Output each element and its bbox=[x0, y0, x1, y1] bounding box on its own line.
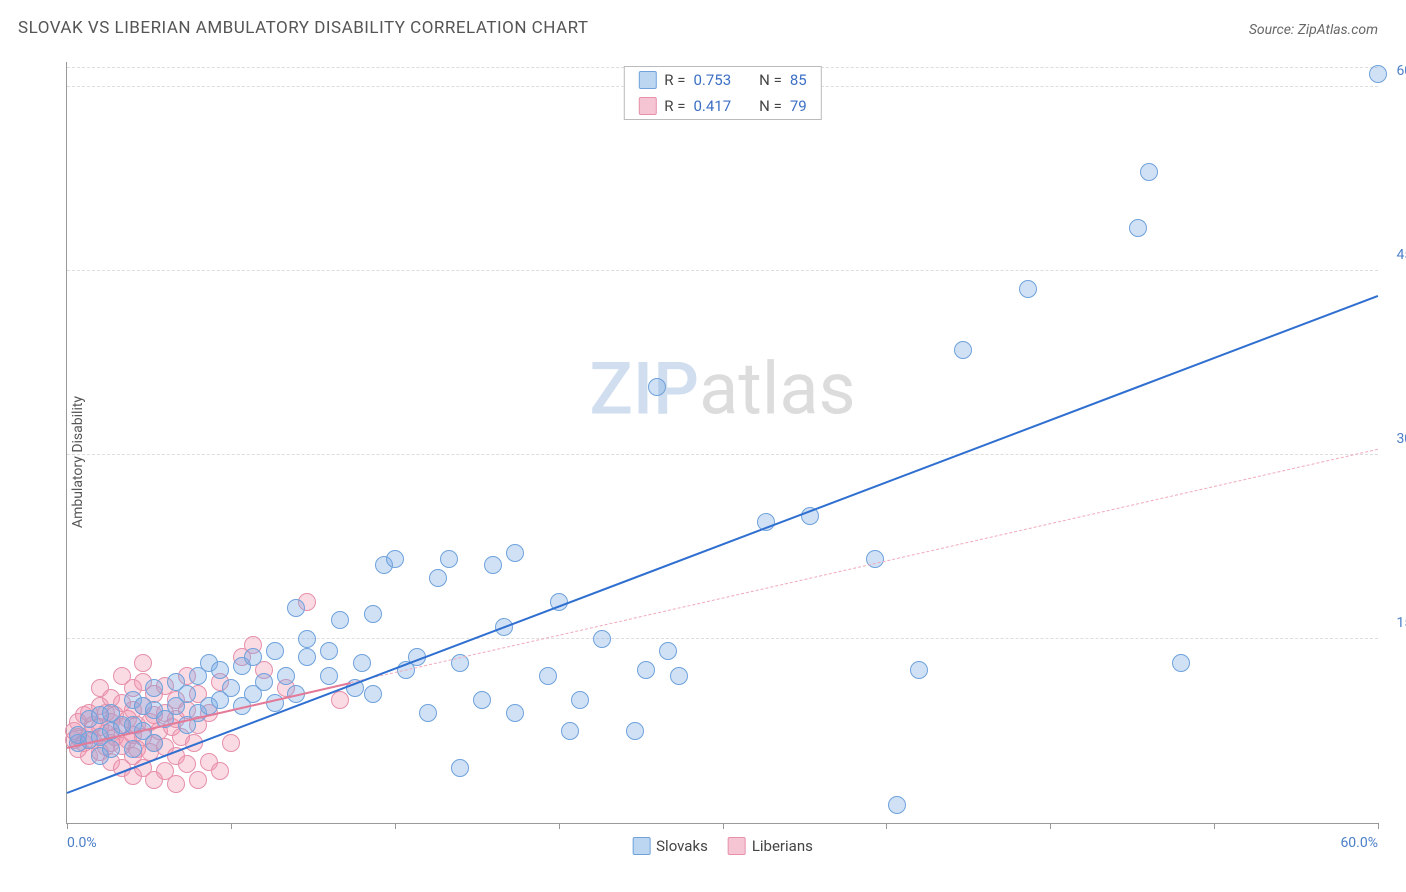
series-name: Slovaks bbox=[656, 837, 708, 855]
data-point bbox=[571, 691, 589, 709]
data-point bbox=[506, 544, 524, 562]
trend-line bbox=[67, 295, 1379, 794]
data-point bbox=[954, 341, 972, 359]
data-point bbox=[277, 667, 295, 685]
legend-r-label: R = bbox=[664, 97, 685, 115]
legend-swatch bbox=[632, 837, 650, 855]
data-point bbox=[124, 740, 142, 758]
data-point bbox=[145, 734, 163, 752]
series-legend: Slovaks Liberians bbox=[632, 837, 813, 855]
data-point bbox=[386, 550, 404, 568]
x-tick bbox=[231, 823, 232, 829]
data-point bbox=[440, 550, 458, 568]
source-label: Source: ZipAtlas.com bbox=[1249, 22, 1378, 38]
data-point bbox=[561, 722, 579, 740]
x-tick bbox=[1214, 823, 1215, 829]
data-point bbox=[910, 661, 928, 679]
legend-swatch bbox=[638, 71, 656, 89]
watermark: ZIPatlas bbox=[589, 347, 855, 432]
series-legend-item: Liberians bbox=[728, 837, 813, 855]
data-point bbox=[331, 611, 349, 629]
data-point bbox=[866, 550, 884, 568]
data-point bbox=[888, 796, 906, 814]
data-point bbox=[1140, 163, 1158, 181]
data-point bbox=[255, 673, 273, 691]
data-point bbox=[320, 667, 338, 685]
y-tick-label: 30.0% bbox=[1396, 431, 1406, 447]
legend-row: R = 0.753 N = 85 bbox=[624, 67, 820, 93]
data-point bbox=[626, 722, 644, 740]
gridline bbox=[67, 454, 1378, 455]
data-point bbox=[266, 642, 284, 660]
legend-r-value: 0.753 bbox=[693, 71, 731, 89]
data-point bbox=[211, 661, 229, 679]
data-point bbox=[102, 740, 120, 758]
legend-swatch bbox=[728, 837, 746, 855]
data-point bbox=[419, 704, 437, 722]
x-tick bbox=[395, 823, 396, 829]
data-point bbox=[637, 661, 655, 679]
data-point bbox=[331, 691, 349, 709]
data-point bbox=[1019, 280, 1037, 298]
data-point bbox=[364, 685, 382, 703]
correlation-legend: R = 0.753 N = 85 R = 0.417 N = 79 bbox=[623, 66, 821, 120]
data-point bbox=[593, 630, 611, 648]
x-tick bbox=[723, 823, 724, 829]
legend-row: R = 0.417 N = 79 bbox=[624, 93, 820, 119]
y-tick-label: 60.0% bbox=[1396, 63, 1406, 79]
data-point bbox=[506, 704, 524, 722]
data-point bbox=[134, 654, 152, 672]
legend-n-label: N = bbox=[759, 97, 782, 115]
x-tick-label: 0.0% bbox=[67, 835, 97, 851]
gridline bbox=[67, 638, 1378, 639]
data-point bbox=[1129, 219, 1147, 237]
data-point bbox=[189, 771, 207, 789]
series-legend-item: Slovaks bbox=[632, 837, 708, 855]
data-point bbox=[244, 648, 262, 666]
data-point bbox=[145, 679, 163, 697]
data-point bbox=[298, 630, 316, 648]
data-point bbox=[539, 667, 557, 685]
data-point bbox=[178, 685, 196, 703]
data-point bbox=[648, 378, 666, 396]
data-point bbox=[167, 775, 185, 793]
data-point bbox=[484, 556, 502, 574]
chart-container: Ambulatory Disability ZIPatlas R =0.753N… bbox=[18, 52, 1378, 872]
chart-title: SLOVAK VS LIBERIAN AMBULATORY DISABILITY… bbox=[18, 18, 589, 38]
data-point bbox=[222, 679, 240, 697]
legend-r-value: 0.417 bbox=[693, 97, 731, 115]
legend-r-label: R = bbox=[664, 71, 685, 89]
x-tick bbox=[67, 823, 68, 829]
data-point bbox=[222, 734, 240, 752]
data-point bbox=[364, 605, 382, 623]
trend-line bbox=[351, 449, 1378, 683]
data-point bbox=[670, 667, 688, 685]
x-tick bbox=[886, 823, 887, 829]
data-point bbox=[473, 691, 491, 709]
y-tick-label: 15.0% bbox=[1396, 615, 1406, 631]
data-point bbox=[429, 569, 447, 587]
data-point bbox=[287, 599, 305, 617]
legend-n-value: 85 bbox=[790, 71, 807, 89]
data-point bbox=[320, 642, 338, 660]
legend-swatch bbox=[638, 97, 656, 115]
gridline bbox=[67, 270, 1378, 271]
data-point bbox=[451, 759, 469, 777]
data-point bbox=[1369, 65, 1387, 83]
data-point bbox=[211, 762, 229, 780]
data-point bbox=[298, 648, 316, 666]
x-tick-label: 60.0% bbox=[1340, 835, 1378, 851]
scatter-plot: ZIPatlas R =0.753N =85R =0.417N =79 Slov… bbox=[66, 62, 1378, 824]
legend-n-label: N = bbox=[759, 71, 782, 89]
legend-n-value: 79 bbox=[790, 97, 807, 115]
x-tick bbox=[1050, 823, 1051, 829]
data-point bbox=[659, 642, 677, 660]
data-point bbox=[178, 755, 196, 773]
y-tick-label: 45.0% bbox=[1396, 247, 1406, 263]
x-tick bbox=[1378, 823, 1379, 829]
series-name: Liberians bbox=[752, 837, 813, 855]
data-point bbox=[1172, 654, 1190, 672]
x-tick bbox=[559, 823, 560, 829]
data-point bbox=[353, 654, 371, 672]
